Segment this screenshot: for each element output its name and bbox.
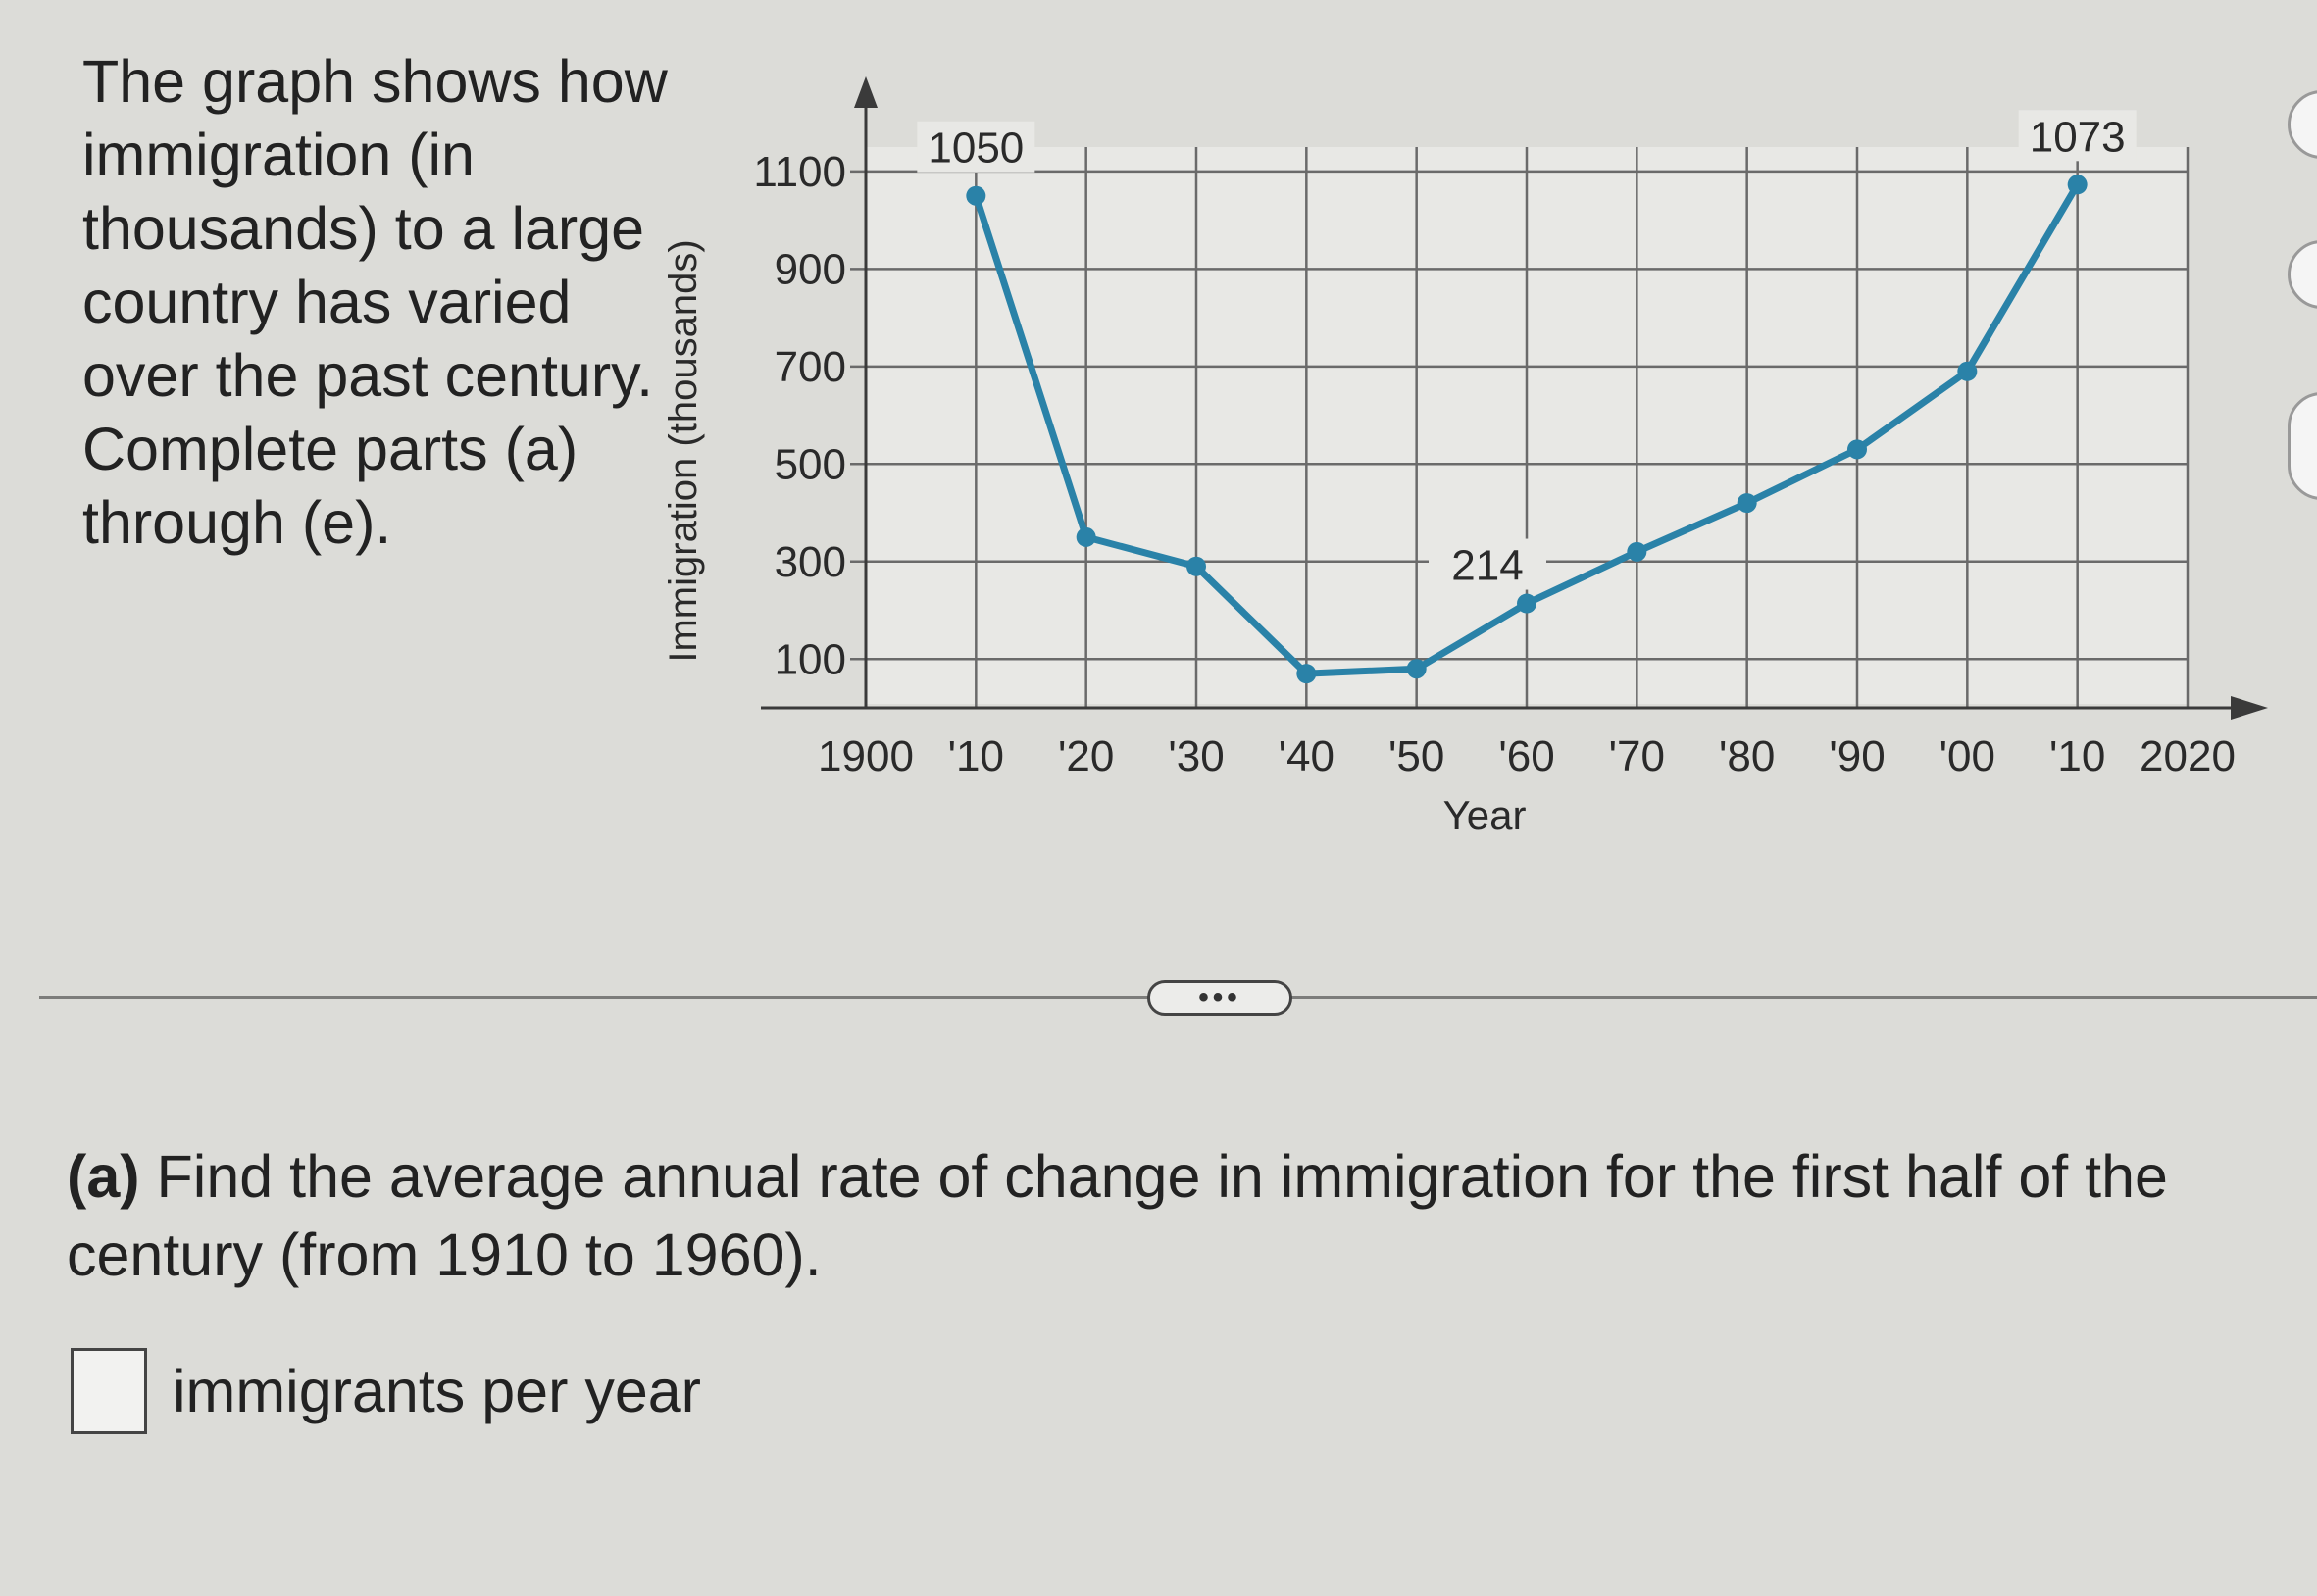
answer-row: immigrants per year [71,1348,701,1434]
y-tick-label: 1100 [753,148,846,196]
data-label: 1073 [2030,113,2126,161]
side-tool-button[interactable] [2288,392,2317,500]
data-point [1517,593,1536,614]
x-tick-label: '30 [1168,732,1224,780]
data-points [966,175,2088,684]
x-tick-label: '10 [948,732,1004,780]
data-label-background [2018,110,2137,162]
y-axis-label: Immigration (thousands) [662,239,705,662]
answer-input[interactable] [71,1348,147,1434]
data-point [1627,541,1647,562]
x-tick-label: '80 [1719,732,1775,780]
data-label-background [1429,538,1546,590]
y-tick-label: 500 [775,440,846,488]
y-tick-label: 700 [775,343,846,391]
data-point [1296,664,1317,684]
x-tick-label: '60 [1498,732,1554,780]
x-tick-label: 1900 [818,732,914,780]
y-tick-label: 300 [775,538,846,586]
x-tick-label: '70 [1609,732,1665,780]
data-point [1957,361,1978,381]
data-label: 214 [1451,542,1523,590]
data-point [1406,659,1427,679]
y-tick-label: 100 [775,635,846,683]
question-text: Find the average annual rate of change i… [67,1143,2168,1288]
axes [761,76,2268,720]
data-point [1076,526,1096,547]
x-axis-arrow-icon [2231,696,2268,720]
x-tick-label: '40 [1279,732,1335,780]
y-tick-label: 900 [775,245,846,293]
answer-unit-label: immigrants per year [173,1358,701,1424]
x-tick-label: '20 [1058,732,1114,780]
expand-more-button[interactable]: ••• [1147,980,1292,1016]
data-point [1186,556,1206,576]
data-point [2067,175,2088,195]
y-tick-labels: 100 300 500 700 900 1100 [753,148,846,683]
x-tick-label: 2020 [2140,732,2236,780]
data-point [1737,493,1757,514]
grid [850,147,2190,708]
immigration-line-chart: 100 300 500 700 900 1100 1900 '10 '20 '30 '40 '50 '… [662,76,2268,838]
data-label: 1050 [928,125,1024,173]
x-tick-label: '90 [1829,732,1885,780]
y-axis-arrow-icon [854,76,878,108]
data-label-background [917,121,1035,173]
x-tick-label: '50 [1388,732,1444,780]
part-label: (a) [67,1143,140,1210]
data-labels: 1050 214 1073 [917,110,2137,590]
data-point [1847,439,1867,460]
question-part-a: (a) Find the average annual rate of chan… [67,1137,2243,1294]
x-tick-label: '00 [1939,732,1995,780]
x-tick-label: '10 [2049,732,2105,780]
x-axis-label: Year [1443,792,1527,838]
problem-intro: The graph shows how immigration (in thou… [82,48,668,556]
data-point [966,185,986,206]
x-tick-labels: 1900 '10 '20 '30 '40 '50 '60 '70 '80 '90 '00 '10 202… [818,732,2236,780]
